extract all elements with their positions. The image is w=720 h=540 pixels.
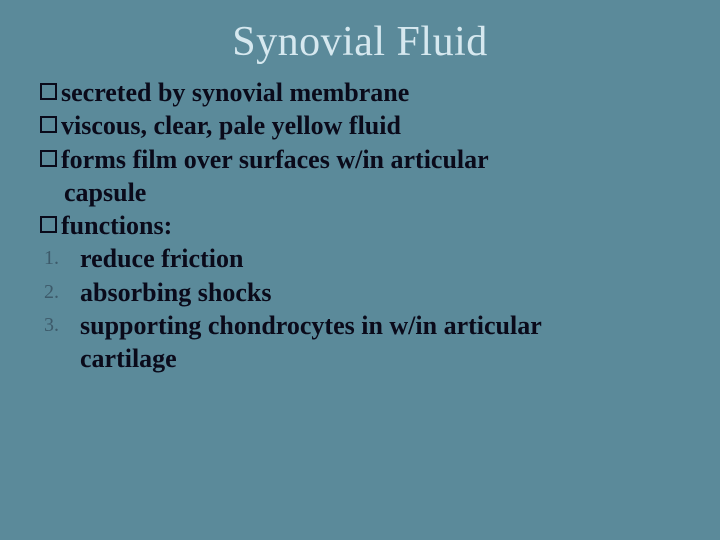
slide-title: Synovial Fluid [40, 18, 680, 66]
square-bullet-icon [40, 116, 57, 133]
slide-content: secreted by synovial membrane viscous, c… [40, 76, 680, 375]
list-number: 2. [44, 276, 80, 306]
numbered-item: 3. supporting chondrocytes in w/in artic… [40, 309, 680, 342]
square-bullet-icon [40, 150, 57, 167]
list-number: 3. [44, 309, 80, 339]
bullet-item: viscous, clear, pale yellow fluid [40, 109, 680, 142]
bullet-item: secreted by synovial membrane [40, 76, 680, 109]
bullet-text: viscous, clear, pale yellow fluid [61, 109, 680, 142]
square-bullet-icon [40, 216, 57, 233]
numbered-text: supporting chondrocytes in w/in articula… [80, 309, 680, 342]
bullet-continuation: capsule [40, 176, 680, 209]
slide: Synovial Fluid secreted by synovial memb… [0, 0, 720, 540]
numbered-item: 2. absorbing shocks [40, 276, 680, 309]
square-bullet-icon [40, 83, 57, 100]
bullet-item: functions: [40, 209, 680, 242]
bullet-item: forms film over surfaces w/in articular [40, 143, 680, 176]
bullet-text: forms film over surfaces w/in articular [61, 143, 680, 176]
bullet-text: secreted by synovial membrane [61, 76, 680, 109]
numbered-item: 1. reduce friction [40, 242, 680, 275]
bullet-text: functions: [61, 209, 680, 242]
list-number: 1. [44, 242, 80, 272]
numbered-text: reduce friction [80, 242, 680, 275]
numbered-continuation: cartilage [40, 342, 680, 375]
numbered-text: absorbing shocks [80, 276, 680, 309]
